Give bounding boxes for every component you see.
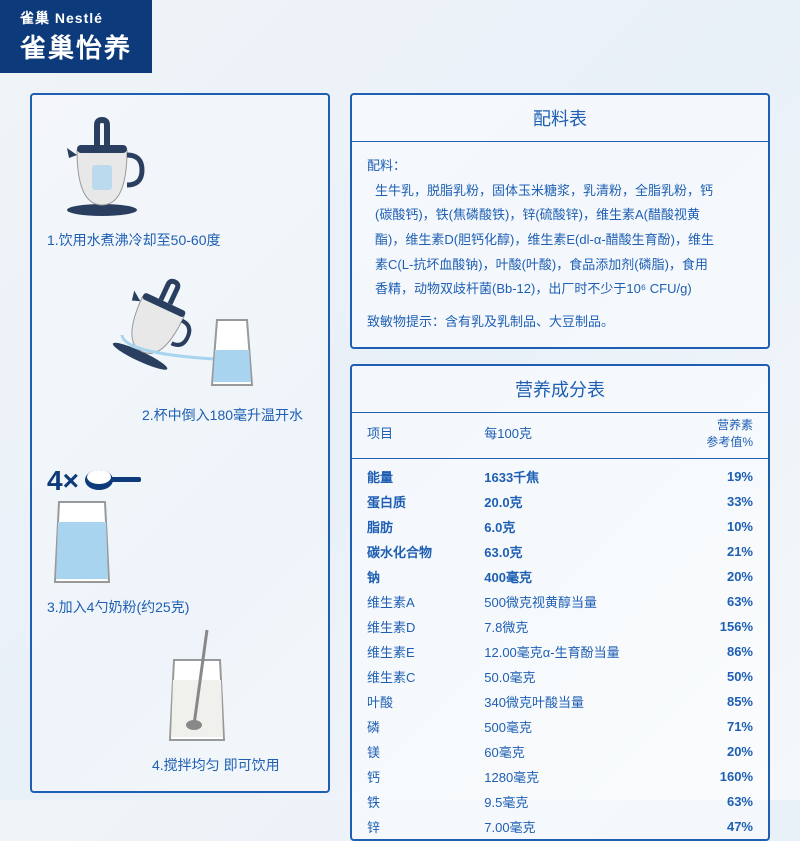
cell-value: 1633千焦	[469, 458, 673, 489]
cell-nrv: 160%	[673, 764, 768, 789]
cell-name: 维生素D	[352, 614, 469, 639]
col-per100g: 每100克	[469, 413, 673, 459]
cell-name: 能量	[352, 458, 469, 489]
step-4: 4.搅拌均匀 即可饮用	[152, 625, 280, 775]
cell-name: 脂肪	[352, 514, 469, 539]
brand-banner: 雀巢 Nestlé 雀巢怡养	[0, 0, 152, 73]
step-1-label: 1.饮用水煮沸冷却至50-60度	[47, 230, 220, 250]
cell-nrv: 21%	[673, 539, 768, 564]
table-row: 维生素D7.8微克156%	[352, 614, 768, 639]
cell-name: 钙	[352, 764, 469, 789]
table-row: 维生素C50.0毫克50%	[352, 664, 768, 689]
nutrition-table: 项目 每100克 营养素 参考值% 能量1633千焦19%蛋白质20.0克33%…	[352, 413, 768, 839]
cell-nrv: 86%	[673, 639, 768, 664]
col-item: 项目	[352, 413, 469, 459]
cell-nrv: 50%	[673, 664, 768, 689]
kettle-icon	[47, 110, 157, 220]
step-2: 2.杯中倒入180毫升温开水	[92, 265, 303, 425]
step-3: 4× 3.加入4勺奶粉(约25克)	[47, 465, 189, 617]
cell-value: 63.0克	[469, 539, 673, 564]
cell-name: 维生素C	[352, 664, 469, 689]
cell-value: 7.8微克	[469, 614, 673, 639]
ingredients-title: 配料表	[352, 95, 768, 142]
table-row: 钠400毫克20%	[352, 564, 768, 589]
ingredients-box: 配料表 配料： 生牛乳，脱脂乳粉，固体玉米糖浆，乳清粉，全脂乳粉，钙(碳酸钙)，…	[350, 93, 770, 349]
cell-name: 磷	[352, 714, 469, 739]
table-row: 蛋白质20.0克33%	[352, 489, 768, 514]
col-nrv: 营养素 参考值%	[673, 413, 768, 459]
cell-value: 500毫克	[469, 714, 673, 739]
table-row: 维生素E12.00毫克α-生育酚当量86%	[352, 639, 768, 664]
table-row: 铁9.5毫克63%	[352, 789, 768, 814]
cell-name: 维生素E	[352, 639, 469, 664]
table-row: 钙1280毫克160%	[352, 764, 768, 789]
cell-value: 50.0毫克	[469, 664, 673, 689]
ingredients-label: 配料：	[367, 154, 406, 179]
step-4-label: 4.搅拌均匀 即可饮用	[152, 755, 280, 775]
cell-value: 12.00毫克α-生育酚当量	[469, 639, 673, 664]
cell-value: 1280毫克	[469, 764, 673, 789]
table-row: 碳水化合物63.0克21%	[352, 539, 768, 564]
cell-value: 340微克叶酸当量	[469, 689, 673, 714]
step-1: 1.饮用水煮沸冷却至50-60度	[47, 110, 220, 250]
cup-icon	[47, 497, 117, 587]
stir-icon	[152, 625, 252, 745]
scoop-icon	[84, 465, 144, 495]
cell-name: 钠	[352, 564, 469, 589]
cell-name: 维生素A	[352, 589, 469, 614]
cell-name: 碳水化合物	[352, 539, 469, 564]
brand-large: 雀巢怡养	[20, 33, 132, 63]
cell-value: 7.00毫克	[469, 814, 673, 839]
cell-value: 500微克视黄醇当量	[469, 589, 673, 614]
table-row: 维生素A500微克视黄醇当量63%	[352, 589, 768, 614]
instructions-panel: 1.饮用水煮沸冷却至50-60度 2.杯中倒入180毫升温开水	[30, 93, 330, 793]
nutrition-title: 营养成分表	[352, 366, 768, 413]
cell-name: 铁	[352, 789, 469, 814]
cell-nrv: 156%	[673, 614, 768, 639]
ingredients-text: 生牛乳，脱脂乳粉，固体玉米糖浆，乳清粉，全脂乳粉，钙(碳酸钙)，铁(焦磷酸铁)，…	[375, 179, 715, 302]
cell-nrv: 10%	[673, 514, 768, 539]
step-3-label: 3.加入4勺奶粉(约25克)	[47, 597, 189, 617]
cell-nrv: 20%	[673, 739, 768, 764]
cell-value: 9.5毫克	[469, 789, 673, 814]
nutrition-box: 营养成分表 项目 每100克 营养素 参考值% 能量1633千焦19%蛋白质20…	[350, 364, 770, 841]
cell-nrv: 85%	[673, 689, 768, 714]
cell-value: 20.0克	[469, 489, 673, 514]
scoop-count: 4×	[47, 465, 79, 497]
cell-name: 镁	[352, 739, 469, 764]
table-row: 脂肪6.0克10%	[352, 514, 768, 539]
cell-nrv: 71%	[673, 714, 768, 739]
table-row: 能量1633千焦19%	[352, 458, 768, 489]
table-row: 叶酸340微克叶酸当量85%	[352, 689, 768, 714]
cell-value: 6.0克	[469, 514, 673, 539]
brand-small: 雀巢 Nestlé	[20, 8, 132, 28]
cell-name: 叶酸	[352, 689, 469, 714]
table-row: 镁60毫克20%	[352, 739, 768, 764]
cell-name: 蛋白质	[352, 489, 469, 514]
cell-nrv: 63%	[673, 789, 768, 814]
cell-value: 400毫克	[469, 564, 673, 589]
cell-nrv: 33%	[673, 489, 768, 514]
cell-nrv: 47%	[673, 814, 768, 839]
table-row: 磷500毫克71%	[352, 714, 768, 739]
cell-nrv: 63%	[673, 589, 768, 614]
cell-nrv: 19%	[673, 458, 768, 489]
kettle-pour-icon	[92, 265, 292, 395]
cell-name: 锌	[352, 814, 469, 839]
cell-nrv: 20%	[673, 564, 768, 589]
step-2-label: 2.杯中倒入180毫升温开水	[142, 405, 303, 425]
table-row: 锌7.00毫克47%	[352, 814, 768, 839]
allergen-text: 致敏物提示：含有乳及乳制品、大豆制品。	[367, 310, 753, 335]
cell-value: 60毫克	[469, 739, 673, 764]
